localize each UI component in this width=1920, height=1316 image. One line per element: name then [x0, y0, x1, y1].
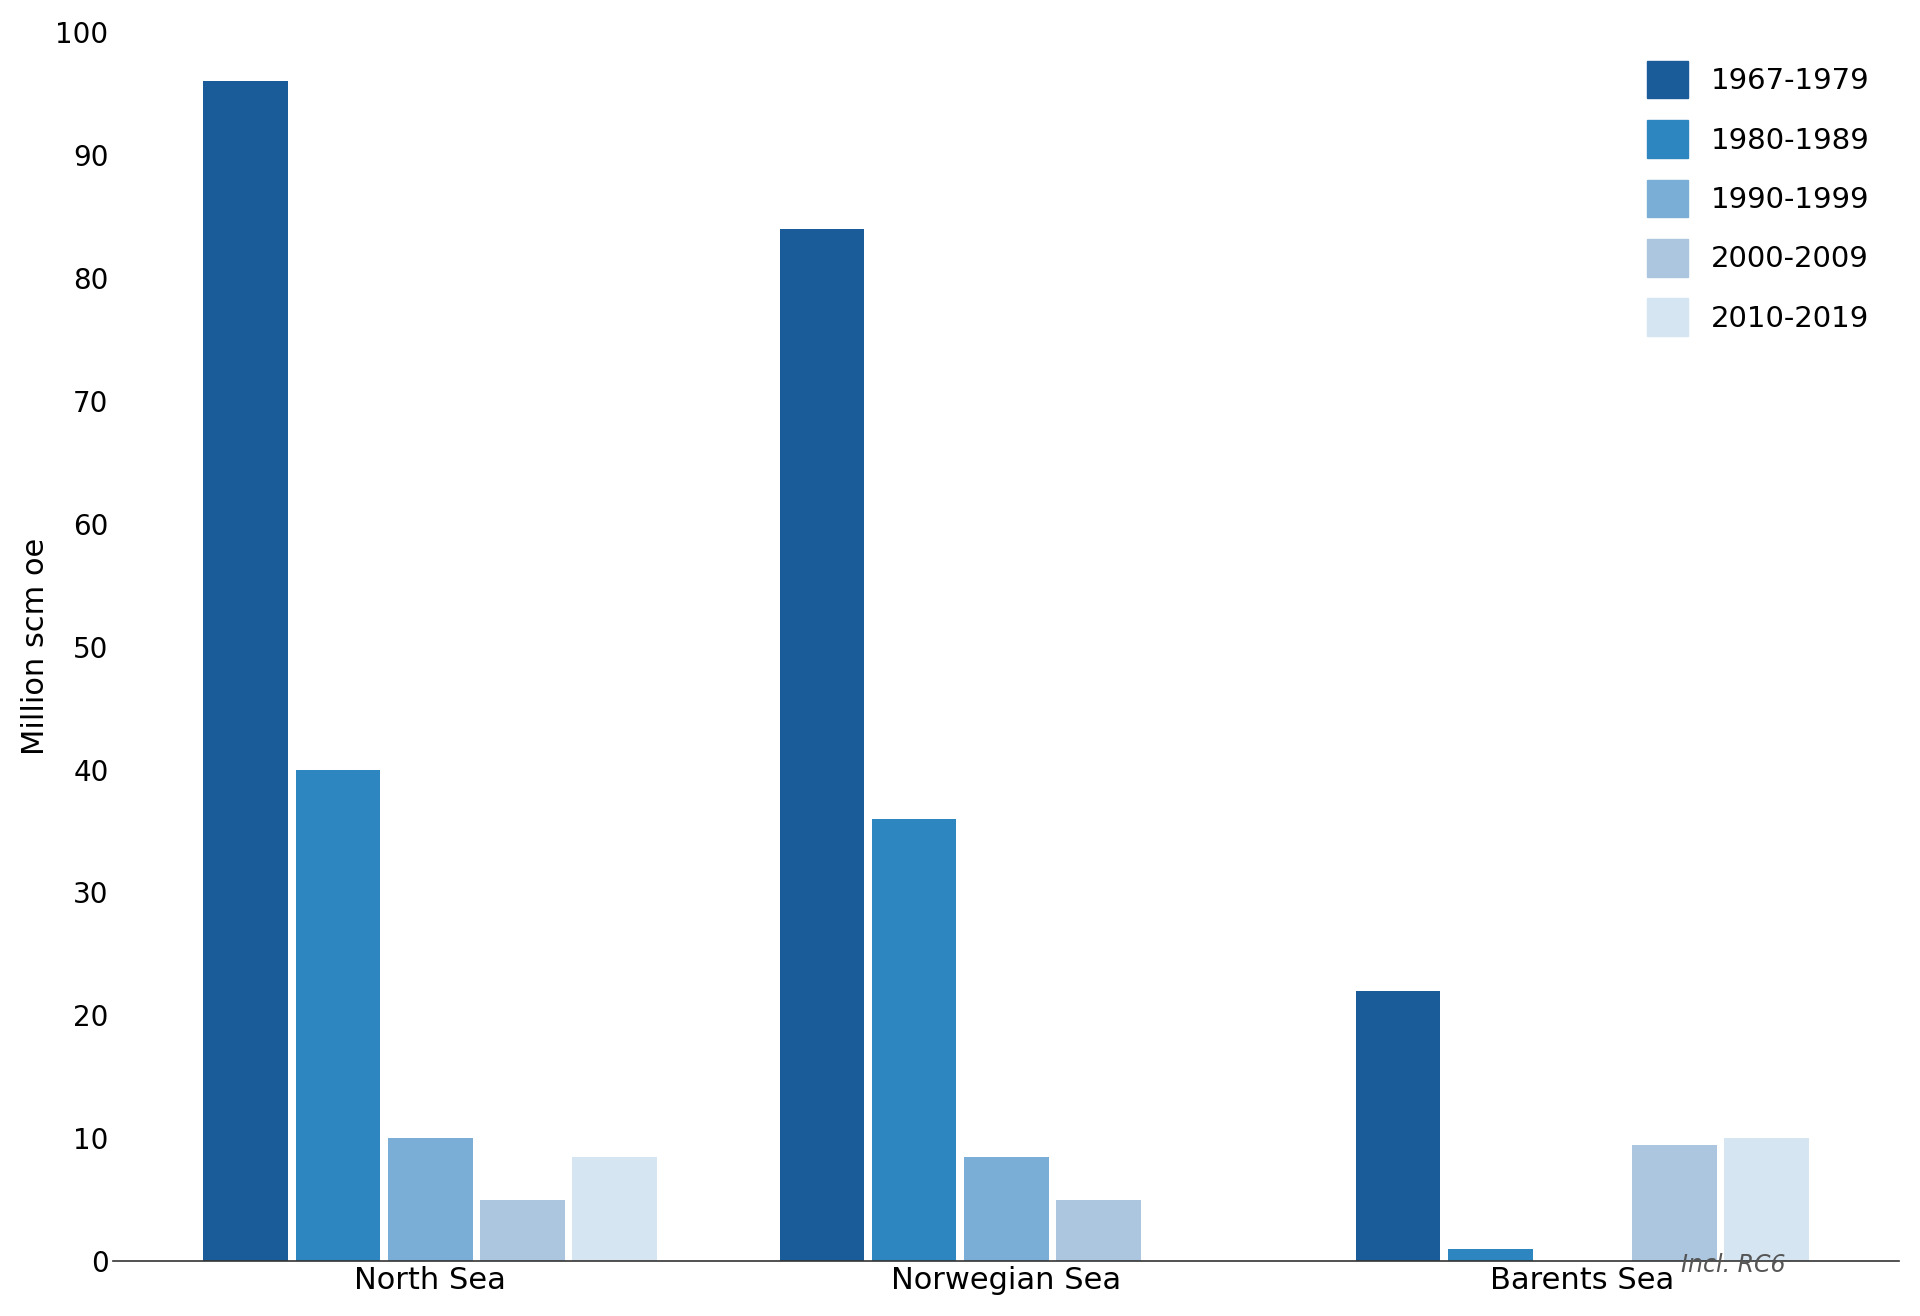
- Bar: [1056, 1200, 1140, 1261]
- Bar: [1724, 1138, 1809, 1261]
- Legend: 1967-1979, 1980-1989, 1990-1999, 2000-2009, 2010-2019: 1967-1979, 1980-1989, 1990-1999, 2000-20…: [1632, 46, 1885, 350]
- Bar: [572, 1157, 657, 1261]
- Bar: [1448, 1249, 1532, 1261]
- Bar: [388, 1138, 472, 1261]
- Bar: [1356, 991, 1440, 1261]
- Bar: [780, 229, 864, 1261]
- Bar: [872, 819, 956, 1261]
- Bar: [204, 82, 288, 1261]
- Text: Incl. RC6: Incl. RC6: [1682, 1253, 1786, 1277]
- Bar: [1632, 1145, 1716, 1261]
- Bar: [964, 1157, 1048, 1261]
- Bar: [480, 1200, 564, 1261]
- Y-axis label: Million scm oe: Million scm oe: [21, 538, 50, 755]
- Bar: [296, 770, 380, 1261]
